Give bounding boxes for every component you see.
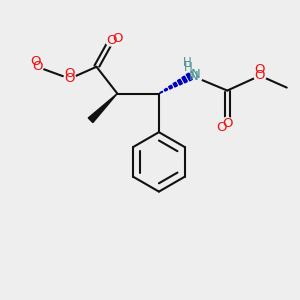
Text: O: O <box>216 121 226 134</box>
Text: O: O <box>255 69 265 82</box>
Text: O: O <box>30 55 41 68</box>
Text: N: N <box>191 68 201 81</box>
Circle shape <box>221 117 233 129</box>
Circle shape <box>105 34 117 46</box>
Text: O: O <box>64 72 75 85</box>
Circle shape <box>64 73 76 85</box>
Text: H: H <box>184 61 192 74</box>
Text: O: O <box>106 34 117 46</box>
Text: O: O <box>32 60 42 73</box>
Polygon shape <box>178 79 182 85</box>
Text: H: H <box>183 56 191 69</box>
Polygon shape <box>169 85 172 89</box>
Text: O: O <box>222 117 232 130</box>
Text: O: O <box>64 67 75 80</box>
Circle shape <box>31 61 43 73</box>
Polygon shape <box>88 94 117 123</box>
Text: O: O <box>255 63 265 76</box>
Circle shape <box>254 70 266 82</box>
Polygon shape <box>164 88 168 91</box>
Circle shape <box>184 68 199 83</box>
Polygon shape <box>186 73 192 81</box>
Polygon shape <box>160 91 163 93</box>
Polygon shape <box>173 82 178 87</box>
Circle shape <box>31 61 43 73</box>
Circle shape <box>181 65 202 86</box>
Text: N: N <box>189 70 199 83</box>
Polygon shape <box>182 76 187 83</box>
Text: O: O <box>112 32 123 45</box>
